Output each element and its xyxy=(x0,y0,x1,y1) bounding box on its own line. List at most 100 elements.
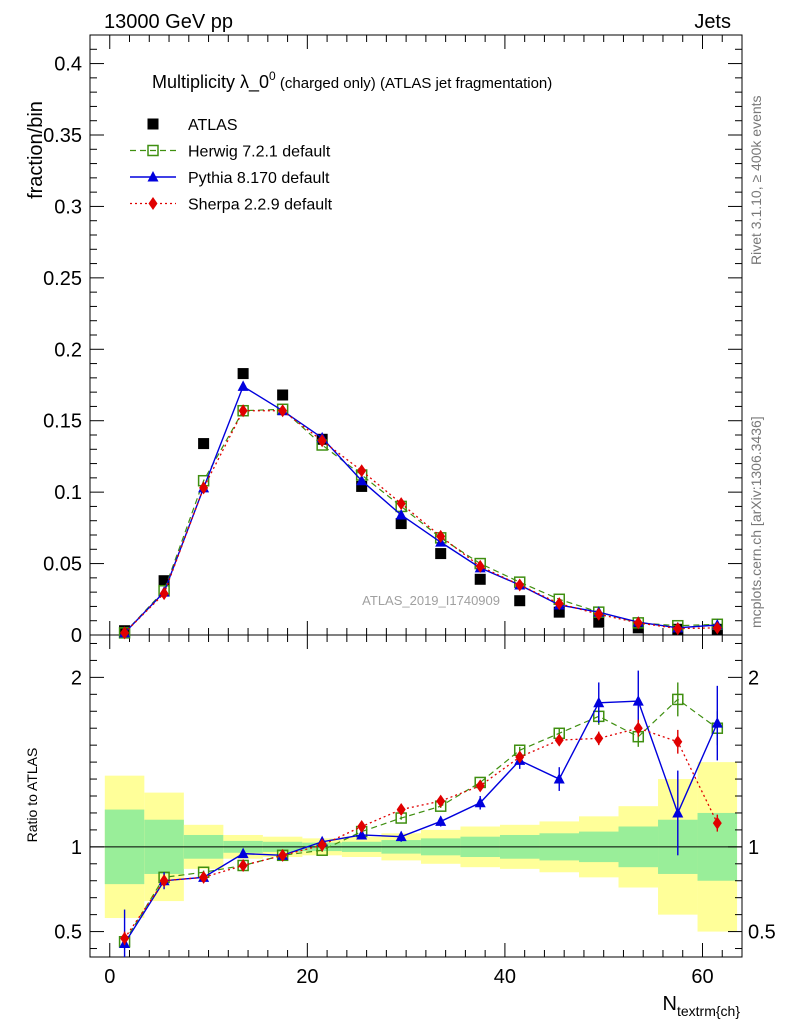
marker-atlas xyxy=(237,368,249,380)
ratio-series xyxy=(118,670,724,957)
marker-pythia xyxy=(356,474,368,486)
chart-title-sup: 0 xyxy=(269,69,276,83)
ratio-uncertainty-bands xyxy=(90,762,742,932)
marker-pythia xyxy=(237,380,249,391)
marker-pythia xyxy=(474,796,486,808)
main-series-line xyxy=(124,410,718,634)
marker-sherpa xyxy=(436,794,446,808)
marker-sherpa xyxy=(475,779,485,793)
marker-pythia xyxy=(435,815,447,826)
marker-pythia xyxy=(593,696,605,708)
marker-sherpa xyxy=(159,874,169,888)
main-y-tick-label: 0.15 xyxy=(43,411,82,433)
marker-sherpa xyxy=(515,578,525,592)
main-series-line xyxy=(124,385,718,634)
ratio-y-tick-label-right: 0.5 xyxy=(748,922,776,944)
marker-pythia xyxy=(147,171,159,182)
marker-atlas xyxy=(395,518,407,530)
ratio-y-tick-label: 0.5 xyxy=(54,922,82,944)
legend: ATLAS Herwig 7.2.1 default Pythia 8.170 de… xyxy=(130,117,333,214)
marker-herwig xyxy=(672,693,684,706)
marker-sherpa xyxy=(515,750,525,764)
marker-atlas xyxy=(277,389,289,401)
marker-sherpa xyxy=(159,587,169,601)
marker-pythia xyxy=(672,806,684,818)
chart-title-rest: (charged only) (ATLAS jet fragmentation) xyxy=(276,75,553,92)
x-axis-label-main: N xyxy=(663,993,677,1015)
main-y-tick-label: 0.05 xyxy=(43,554,82,576)
main-y-tick-label: 0.4 xyxy=(54,54,82,76)
x-axis-label: Ntextrm{ch} xyxy=(663,993,741,1019)
x-tick-label: 40 xyxy=(494,966,516,988)
main-y-tick-label: 0.2 xyxy=(54,339,82,361)
header-left: 13000 GeV pp xyxy=(104,11,233,33)
analysis-watermark: ATLAS_2019_I1740909 xyxy=(362,593,500,608)
marker-sherpa xyxy=(278,848,288,862)
marker-atlas xyxy=(514,595,526,607)
main-y-tick-label: 0.35 xyxy=(43,125,82,147)
marker-sherpa xyxy=(633,721,643,735)
marker-sherpa xyxy=(436,529,446,543)
marker-sherpa xyxy=(238,404,248,418)
marker-herwig xyxy=(147,144,159,157)
ratio-y-tick-label-right: 1 xyxy=(748,837,759,859)
main-y-axis-label: fraction/bin xyxy=(25,101,47,199)
marker-sherpa xyxy=(317,838,327,852)
axes-frame: 00.050.10.150.20.250.30.350.40 20 40 600.5 0… xyxy=(43,34,776,988)
x-tick-label: 0 xyxy=(104,966,115,988)
marker-pythia xyxy=(395,830,407,842)
marker-pythia xyxy=(711,717,723,728)
ratio-frame xyxy=(89,634,743,958)
mcplots-label: mcplots.cern.ch [arXiv:1306.3436] xyxy=(748,416,764,628)
legend-label: Pythia 8.170 default xyxy=(188,170,330,187)
marker-sherpa xyxy=(712,816,722,830)
marker-sherpa xyxy=(712,621,722,635)
marker-atlas xyxy=(356,480,368,492)
x-tick-label: 60 xyxy=(691,966,713,988)
main-series xyxy=(118,368,724,640)
marker-atlas xyxy=(147,118,159,130)
marker-pythia xyxy=(356,828,368,840)
ratio-y-tick-label: 1 xyxy=(71,837,82,859)
ratio-series-line xyxy=(123,700,718,944)
marker-sherpa xyxy=(554,597,564,611)
marker-sherpa xyxy=(148,197,158,210)
marker-sherpa xyxy=(357,820,367,834)
main-y-tick-label: 0.1 xyxy=(54,482,82,504)
marker-pythia xyxy=(237,847,249,859)
ratio-series-line xyxy=(124,727,718,939)
marker-sherpa xyxy=(396,803,406,817)
ratio-series-line xyxy=(124,698,718,943)
chart-title-main: Multiplicity λ_0 xyxy=(152,72,269,93)
legend-label: ATLAS xyxy=(188,117,238,134)
marker-pythia xyxy=(632,695,644,706)
marker-sherpa xyxy=(199,481,209,495)
x-tick-label: 20 xyxy=(296,966,318,988)
marker-sherpa xyxy=(554,733,564,747)
header-right: Jets xyxy=(694,11,731,33)
marker-sherpa xyxy=(633,616,643,630)
marker-sherpa xyxy=(594,731,604,745)
ratio-y-axis-label: Ratio to ATLAS xyxy=(24,748,40,843)
marker-sherpa xyxy=(673,735,683,749)
marker-sherpa xyxy=(673,622,683,636)
marker-sherpa xyxy=(120,931,130,945)
marker-sherpa xyxy=(317,434,327,448)
marker-atlas xyxy=(158,575,170,587)
marker-sherpa xyxy=(238,858,248,872)
legend-label: Herwig 7.2.1 default xyxy=(188,144,331,161)
main-y-tick-label: 0 xyxy=(71,625,82,647)
marker-pythia xyxy=(395,509,407,520)
marker-sherpa xyxy=(396,497,406,511)
marker-atlas xyxy=(435,548,447,560)
marker-sherpa xyxy=(594,607,604,621)
marker-sherpa xyxy=(120,626,130,640)
marker-atlas xyxy=(474,573,486,585)
marker-sherpa xyxy=(199,870,209,884)
marker-atlas xyxy=(593,616,605,628)
marker-atlas xyxy=(553,606,565,618)
legend-label: Sherpa 2.2.9 default xyxy=(188,197,333,214)
ratio-y-tick-label-right: 2 xyxy=(748,667,759,689)
main-y-tick-label: 0.25 xyxy=(43,268,82,290)
